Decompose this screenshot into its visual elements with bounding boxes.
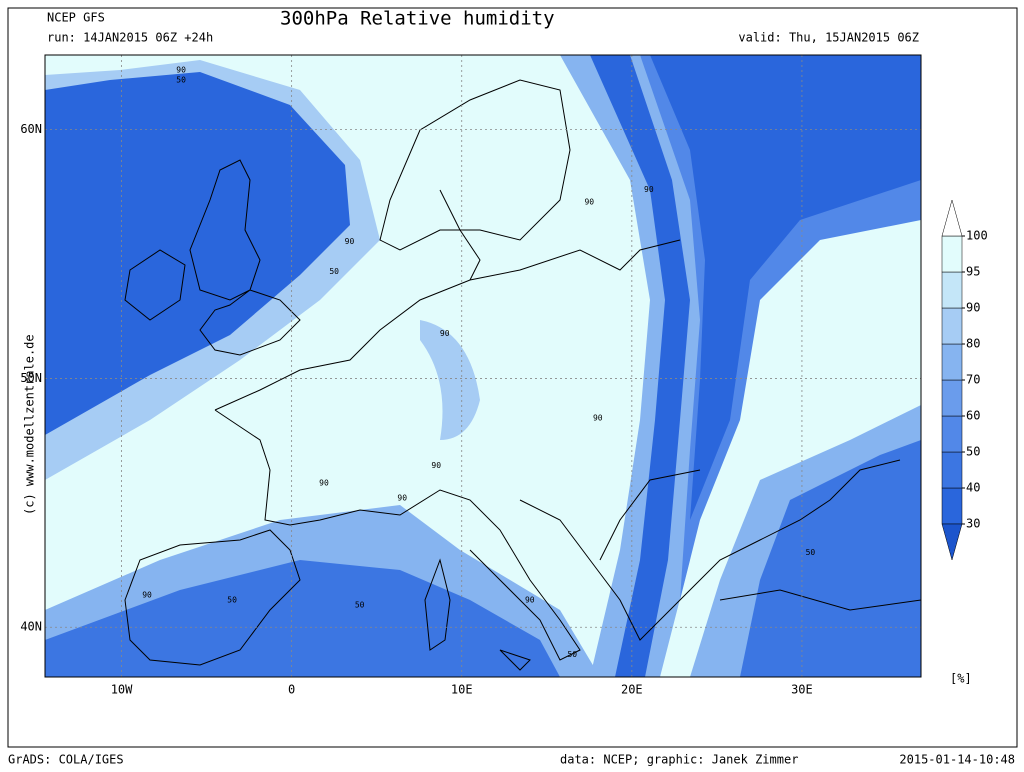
colorbar-label: 50 [966, 445, 980, 459]
footer-middle: data: NCEP; graphic: Janek Zimmer [560, 753, 798, 767]
valid: valid: Thu, 15JAN2015 06Z [738, 31, 919, 45]
field-patch [420, 320, 480, 440]
humidity-field [45, 55, 921, 677]
contour-label: 50 [806, 548, 816, 557]
lon-tick-label: 20E [621, 683, 643, 697]
lat-tick-label: 60N [20, 122, 42, 136]
colorbar-label: 60 [966, 409, 980, 423]
contour-label: 50 [176, 75, 186, 84]
colorbar-max [941, 199, 963, 237]
colorbar-segment [941, 271, 963, 309]
footer-right: 2015-01-14-10:48 [899, 753, 1015, 767]
field-se [740, 440, 921, 677]
field-east [650, 55, 921, 520]
credit: (c) www.modellzentrale.de [23, 334, 37, 515]
colorbar-label: 90 [966, 301, 980, 315]
footer-left: GrADS: COLA/IGES [8, 753, 124, 767]
lon-tick-label: 0 [288, 683, 295, 697]
model: NCEP GFS [47, 11, 105, 25]
contour-label: 90 [431, 461, 441, 470]
lon-tick-label: 30E [791, 683, 813, 697]
lon-tick-label: 10W [111, 683, 133, 697]
contour-label: 50 [329, 267, 339, 276]
colorbar-min [941, 523, 963, 561]
lon-tick-label: 10E [451, 683, 473, 697]
colorbar-label: 100 [966, 229, 988, 243]
lat-tick-label: 50N [20, 371, 42, 385]
colorbar-segment [941, 343, 963, 381]
colorbar-label: 80 [966, 337, 980, 351]
contour-label: 90 [142, 590, 152, 599]
contour-label: 90 [525, 595, 535, 604]
colorbar-label: 40 [966, 481, 980, 495]
colorbar-label: 95 [966, 265, 980, 279]
colorbar-segment [941, 487, 963, 525]
contour-label: 90 [397, 493, 407, 502]
contour-label: 90 [440, 329, 450, 338]
colorbar-segment [941, 307, 963, 345]
field-dry [45, 72, 350, 435]
contour-label: 90 [584, 197, 594, 206]
contour-label: 90 [644, 185, 654, 194]
colorbar: 30 40 50 60 70 80 90 95 100 [941, 199, 988, 561]
frame [7, 7, 1018, 748]
graticule [45, 55, 921, 677]
field-band [590, 55, 690, 677]
colorbar-segment [941, 235, 963, 273]
colorbar-label: 30 [966, 517, 980, 531]
contour-label: 50 [227, 595, 237, 604]
run: run: 14JAN2015 06Z +24h [47, 31, 213, 45]
colorbar-segment [941, 379, 963, 417]
contour-label: 50 [567, 650, 577, 659]
contour-label: 90 [319, 478, 329, 487]
lat-tick-label: 40N [20, 620, 42, 634]
field-south [45, 560, 560, 677]
contour-label: 90 [593, 414, 603, 423]
colorbar-segment [941, 415, 963, 453]
title: 300hPa Relative humidity [280, 8, 555, 30]
coastlines [124, 79, 921, 671]
contour-label: 90 [345, 237, 355, 246]
map-border [44, 54, 922, 678]
unit: [%] [950, 672, 972, 686]
contour-label: 90 [176, 65, 186, 74]
contour-label: 50 [355, 600, 365, 609]
colorbar-segment [941, 451, 963, 489]
colorbar-label: 70 [966, 373, 980, 387]
